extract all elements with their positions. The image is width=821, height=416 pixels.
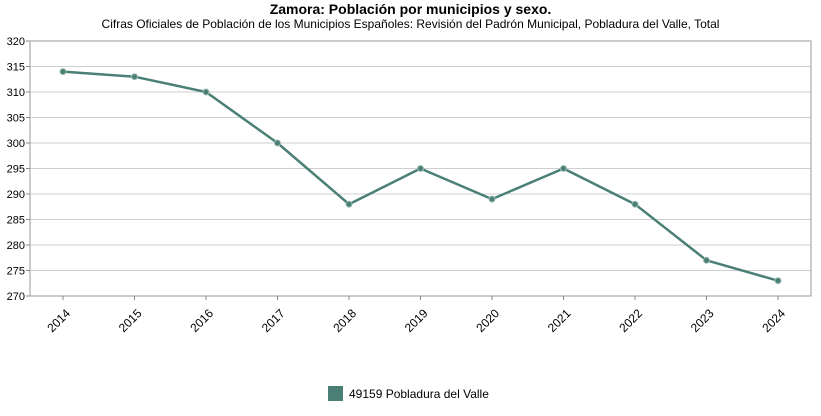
data-point (631, 200, 639, 208)
data-point (560, 165, 567, 172)
legend: 49159 Pobladura del Valle (328, 386, 489, 401)
legend-label: 49159 Pobladura del Valle (349, 386, 489, 401)
x-tick-label: 2020 (473, 306, 502, 335)
chart-title: Zamora: Población por municipios y sexo. (269, 1, 552, 17)
series-line (62, 70, 779, 282)
x-tick-label: 2019 (402, 306, 431, 335)
axes (26, 40, 812, 300)
x-tick-label: 2018 (330, 306, 359, 335)
y-tick-label: 320 (7, 36, 25, 48)
y-tick-label: 280 (7, 240, 25, 252)
data-point (59, 68, 67, 76)
x-tick-label: 2017 (259, 306, 288, 335)
x-tick-labels: 2014 2015 2016 2017 2018 2019 2020 2021 2022 2023… (44, 306, 788, 335)
data-point (774, 277, 782, 285)
y-tick-label: 300 (7, 138, 25, 150)
y-tick-label: 290 (7, 189, 25, 201)
y-tick-labels: 270 275 280 285 290 295 300 305 310 315 320 (7, 36, 25, 303)
y-tick-label: 310 (7, 87, 25, 99)
y-tick-label: 295 (7, 164, 25, 176)
x-tick-label: 2023 (688, 306, 717, 335)
x-tick-label: 2022 (616, 306, 645, 335)
y-tick-label: 275 (7, 266, 25, 278)
data-point (417, 165, 424, 172)
y-tick-label: 305 (7, 113, 25, 125)
data-point (488, 195, 496, 203)
data-point (703, 256, 710, 264)
data-point (345, 200, 353, 208)
y-tick-label: 270 (7, 291, 25, 303)
data-point (274, 139, 281, 147)
legend-swatch (328, 386, 343, 401)
y-tick-label: 315 (7, 62, 25, 74)
data-point (131, 73, 138, 81)
x-tick-label: 2016 (187, 306, 216, 335)
data-point (202, 88, 210, 96)
y-tick-label: 285 (7, 215, 25, 227)
series (59, 68, 782, 285)
x-tick-label: 2015 (116, 306, 145, 335)
chart-subtitle: Cifras Oficiales de Población de los Mun… (101, 17, 720, 31)
x-tick-label: 2024 (759, 306, 788, 335)
x-tick-label: 2021 (545, 306, 574, 335)
x-tick-label: 2014 (44, 306, 73, 335)
